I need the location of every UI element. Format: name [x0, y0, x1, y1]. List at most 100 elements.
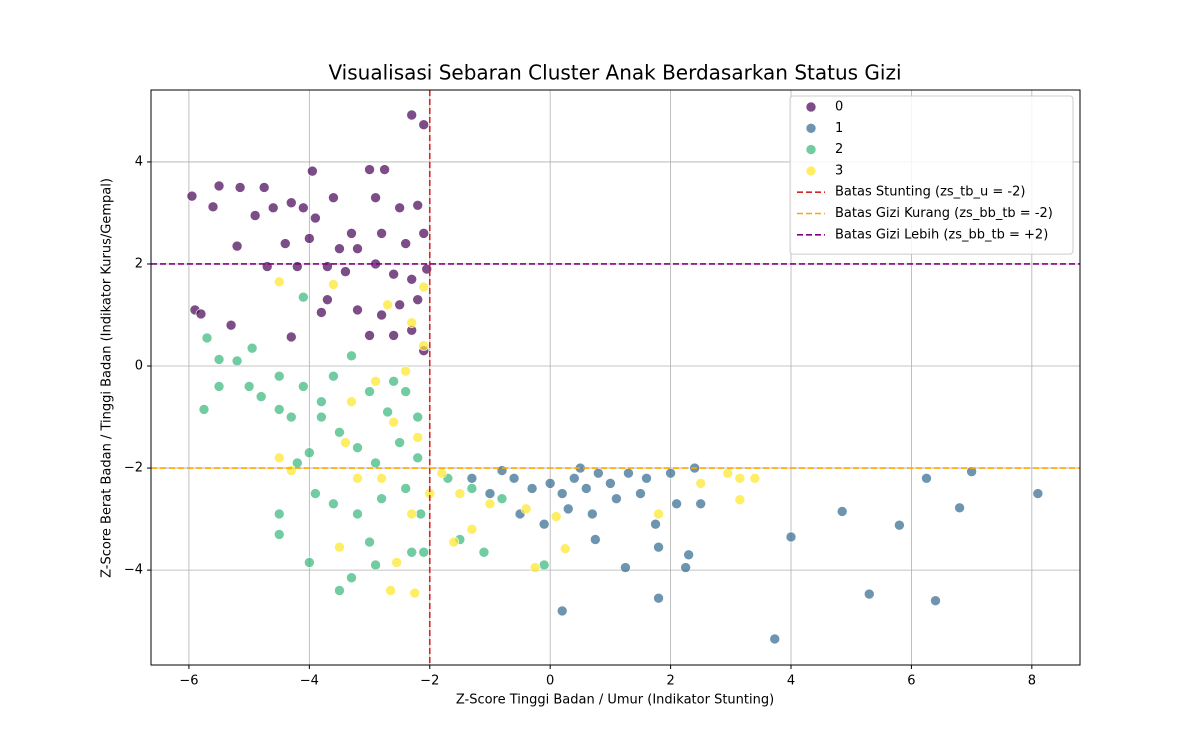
scatter-point — [562, 503, 574, 515]
scatter-point — [412, 411, 424, 423]
scatter-point — [406, 273, 417, 285]
scatter-point — [364, 330, 375, 341]
scatter-point — [400, 386, 411, 397]
scatter-point — [418, 281, 430, 293]
scatter-point — [863, 588, 875, 600]
scatter-point — [225, 319, 237, 331]
scatter-point — [328, 279, 339, 290]
scatter-point — [695, 498, 706, 510]
scatter-point — [364, 536, 375, 548]
scatter-point — [298, 202, 309, 214]
scatter-point — [352, 472, 363, 484]
scatter-point — [605, 478, 616, 489]
scatter-point — [671, 498, 682, 510]
legend-marker — [805, 123, 817, 134]
legend-marker — [805, 144, 817, 155]
scatter-point — [412, 294, 424, 305]
legend-label: 2 — [835, 142, 843, 157]
legend-box — [789, 95, 1074, 255]
scatter-point — [400, 365, 411, 377]
scatter-point — [322, 294, 333, 305]
scatter-point — [749, 472, 761, 484]
scatter-point — [412, 200, 424, 211]
scatter-point — [921, 472, 932, 484]
scatter-point — [496, 493, 508, 504]
scatter-point — [484, 498, 496, 510]
scatter-point — [340, 437, 351, 448]
scatter-point — [258, 182, 270, 193]
scatter-point — [352, 304, 363, 316]
scatter-point — [406, 109, 417, 121]
scatter-point — [769, 633, 781, 645]
scatter-point — [246, 342, 258, 354]
scatter-point — [304, 233, 315, 244]
scatter-point — [201, 332, 213, 344]
scatter-point — [346, 396, 357, 408]
legend-label: 3 — [835, 163, 843, 178]
scatter-point — [683, 549, 694, 561]
scatter-point — [418, 340, 430, 351]
scatter-point — [400, 483, 411, 494]
scatter-point — [370, 559, 381, 571]
scatter-point — [894, 519, 905, 531]
scatter-point — [538, 518, 550, 530]
scatter-point — [653, 508, 664, 520]
legend-label: 0 — [835, 100, 843, 115]
y-tick-label: 0 — [135, 359, 143, 374]
scatter-point — [298, 381, 309, 392]
scatter-point — [370, 457, 381, 469]
scatter-point — [394, 202, 405, 214]
y-tick-label: 4 — [135, 154, 143, 169]
scatter-point — [544, 478, 556, 489]
scatter-point — [1032, 488, 1044, 499]
scatter-point — [273, 508, 285, 520]
scatter-point — [418, 546, 430, 558]
scatter-point — [231, 355, 243, 367]
scatter-point — [322, 261, 333, 272]
x-tick-label: −4 — [300, 674, 319, 689]
legend-label: Batas Gizi Kurang (zs_bb_tb = -2) — [835, 206, 1053, 221]
scatter-point — [304, 447, 315, 459]
scatter-point — [207, 201, 219, 213]
x-tick-label: 6 — [907, 674, 915, 689]
scatter-point — [635, 488, 646, 499]
scatter-point — [388, 416, 399, 428]
scatter-point — [496, 465, 508, 476]
scatter-point — [382, 299, 393, 311]
scatter-point — [412, 432, 424, 443]
chart-title: Visualisasi Sebaran Cluster Anak Berdasa… — [328, 61, 901, 85]
scatter-point — [334, 243, 345, 254]
scatter-point — [526, 483, 538, 494]
scatter-point — [379, 164, 390, 175]
legend-marker — [805, 101, 817, 113]
scatter-point — [478, 546, 490, 558]
legend-label: Batas Gizi Lebih (zs_bb_tb = +2) — [835, 227, 1048, 242]
scatter-point — [346, 228, 357, 239]
scatter-point — [279, 238, 291, 249]
scatter-point — [966, 466, 977, 477]
scatter-point — [285, 331, 297, 343]
scatter-point — [454, 488, 466, 499]
scatter-point — [364, 164, 375, 175]
scatter-point — [285, 197, 297, 209]
x-tick-label: 8 — [1028, 674, 1036, 689]
scatter-point — [680, 562, 691, 573]
scatter-point — [310, 212, 321, 224]
scatter-point — [406, 508, 417, 520]
scatter-point — [623, 467, 634, 479]
scatter-point — [436, 467, 448, 479]
scatter-point — [370, 376, 381, 387]
scatter-point — [316, 307, 327, 318]
scatter-point — [466, 483, 478, 494]
scatter-point — [620, 562, 631, 573]
scatter-point — [400, 238, 411, 249]
scatter-point — [695, 478, 706, 489]
scatter-point — [394, 299, 405, 311]
scatter-point — [273, 370, 285, 382]
scatter-point — [376, 309, 387, 321]
scatter-point — [340, 266, 351, 277]
scatter-point — [665, 467, 676, 479]
scatter-point — [466, 523, 478, 535]
scatter-point — [292, 261, 303, 272]
